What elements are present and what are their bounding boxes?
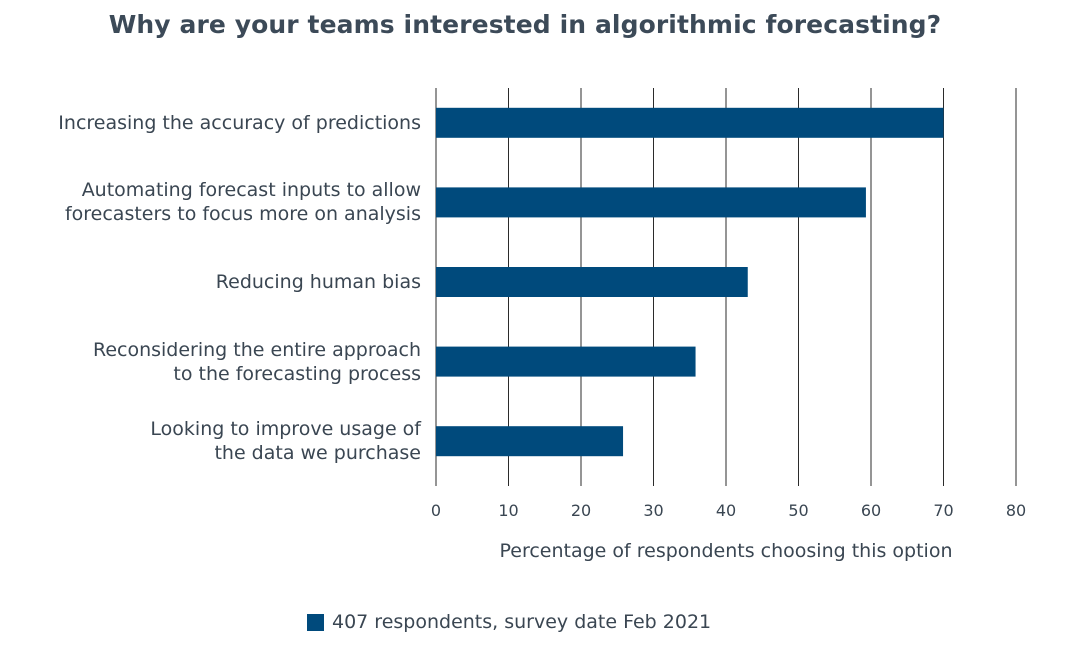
- bars: [436, 108, 944, 456]
- x-tick-label: 20: [571, 501, 591, 520]
- x-tick-label: 10: [498, 501, 518, 520]
- x-tick-label: 60: [861, 501, 881, 520]
- x-tick-label: 70: [933, 501, 953, 520]
- x-tick-label: 40: [716, 501, 736, 520]
- category-label: Reconsidering the entire approach to the…: [1, 338, 421, 386]
- category-label: Automating forecast inputs to allow fore…: [1, 178, 421, 226]
- legend-swatch: [307, 614, 324, 631]
- bar: [436, 187, 866, 217]
- bar: [436, 108, 944, 138]
- x-tick-labels: 0 10 20 30 40 50 60 70 80: [431, 501, 1026, 520]
- x-tick-label: 30: [643, 501, 663, 520]
- bar: [436, 267, 748, 297]
- x-tick-label: 80: [1006, 501, 1026, 520]
- bar: [436, 426, 623, 456]
- x-axis-title: Percentage of respondents choosing this …: [436, 540, 1016, 562]
- x-tick-label: 0: [431, 501, 441, 520]
- bar: [436, 347, 696, 377]
- category-label: Reducing human bias: [1, 270, 421, 294]
- category-label: Looking to improve usage of the data we …: [1, 417, 421, 465]
- legend-label: 407 respondents, survey date Feb 2021: [332, 611, 711, 633]
- x-tick-label: 50: [788, 501, 808, 520]
- legend: 407 respondents, survey date Feb 2021: [307, 611, 711, 633]
- category-label: Increasing the accuracy of predictions: [1, 111, 421, 135]
